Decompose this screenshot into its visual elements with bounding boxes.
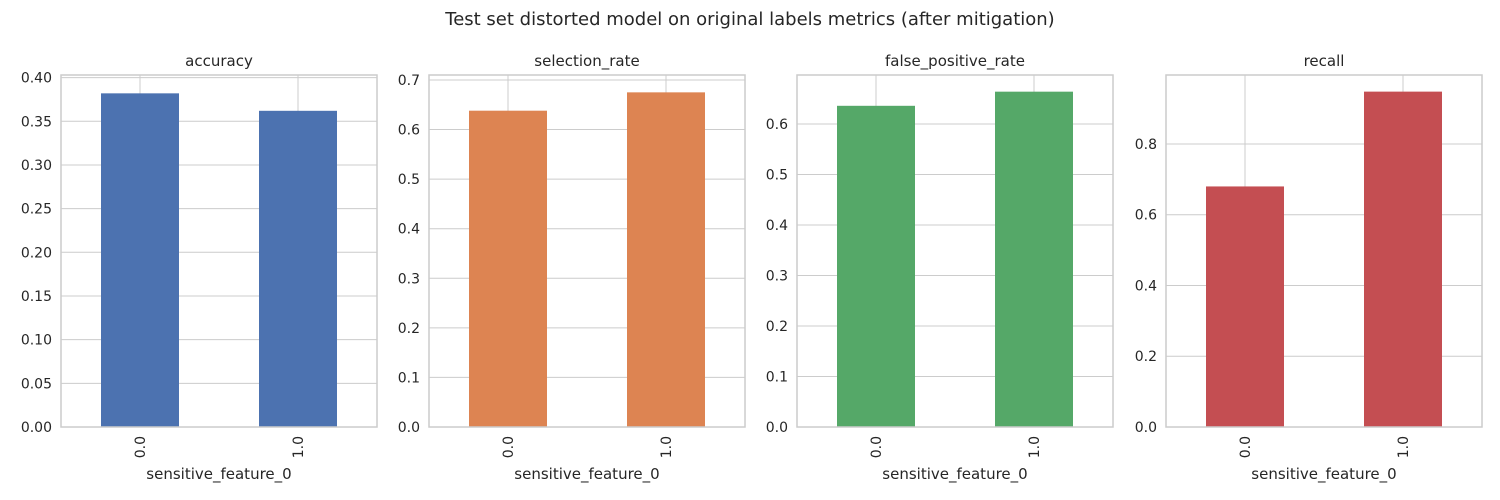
subplot-selection_rate: selection_rate 0.0 0.1 0.2 0.3 0.4 0.5 0.6 0.7 0.…	[398, 52, 746, 484]
bar-accuracy-1.0	[259, 110, 337, 428]
subplot-false_positive_rate: false_positive_rate 0.0 0.1 0.2 0.3 0.4 0.5 0.6…	[766, 52, 1114, 484]
y-tick-label: 0.3	[766, 268, 788, 284]
y-tick-label: 0.0	[1135, 420, 1157, 436]
bar-false_positive_rate-0.0	[837, 105, 915, 428]
bar-recall-1.0	[1364, 91, 1442, 427]
x-tick-label: 0.0	[1238, 436, 1254, 458]
y-tick-label: 0.05	[21, 376, 52, 392]
y-tick-label: 0.2	[766, 319, 788, 335]
x-axis-label: sensitive_feature_0	[514, 465, 659, 484]
y-tick-label: 0.4	[766, 218, 788, 234]
subplot-recall: recall 0.0 0.2 0.4 0.6 0.8 0.0 1.0sensitive_fea…	[1135, 52, 1483, 484]
y-tick-label: 0.5	[766, 167, 788, 183]
y-tick-label: 0.4	[1135, 278, 1157, 294]
subplots: accuracy 0.00 0.05 0.10 0.15 0.20 0.25 0.30 0.35…	[21, 52, 1483, 484]
figure-suptitle: Test set distorted model on original lab…	[444, 9, 1054, 30]
subplot-title: recall	[1304, 52, 1345, 70]
y-tick-label: 0.25	[21, 202, 52, 218]
y-tick-label: 0.40	[21, 71, 52, 87]
subplot-accuracy: accuracy 0.00 0.05 0.10 0.15 0.20 0.25 0.30 0.35…	[21, 52, 378, 484]
y-tick-label: 0.6	[766, 117, 788, 133]
y-tick-label: 0.4	[398, 222, 420, 238]
x-axis-label: sensitive_feature_0	[882, 465, 1027, 484]
y-tick-label: 0.6	[398, 123, 420, 139]
subplot-title: selection_rate	[534, 52, 639, 71]
y-tick-label: 0.6	[1135, 208, 1157, 224]
x-tick-label: 1.0	[659, 436, 675, 458]
x-tick-label: 0.0	[501, 436, 517, 458]
bar-selection_rate-0.0	[469, 110, 547, 428]
x-tick-label: 1.0	[1396, 436, 1412, 458]
y-tick-label: 0.5	[398, 172, 420, 188]
x-tick-label: 1.0	[1027, 436, 1043, 458]
x-tick-label: 0.0	[133, 436, 149, 458]
bar-selection_rate-1.0	[627, 92, 705, 427]
y-tick-label: 0.3	[398, 271, 420, 287]
axes-frame	[60, 74, 378, 428]
x-axis-label: sensitive_feature_0	[146, 465, 291, 484]
axes-frame	[1165, 74, 1483, 428]
bar-false_positive_rate-1.0	[995, 91, 1073, 427]
subplot-title: false_positive_rate	[885, 52, 1025, 71]
axes-frame	[796, 74, 1114, 428]
y-tick-label: 0.8	[1135, 137, 1157, 153]
y-tick-label: 0.2	[1135, 349, 1157, 365]
axes-frame	[428, 74, 746, 428]
x-tick-label: 1.0	[291, 436, 307, 458]
x-axis-label: sensitive_feature_0	[1251, 465, 1396, 484]
y-tick-label: 0.35	[21, 114, 52, 130]
subplot-title: accuracy	[185, 52, 253, 70]
y-tick-label: 0.0	[766, 420, 788, 436]
y-tick-label: 0.1	[398, 370, 420, 386]
y-tick-label: 0.2	[398, 321, 420, 337]
x-tick-label: 0.0	[869, 436, 885, 458]
bar-accuracy-0.0	[101, 93, 179, 427]
y-tick-label: 0.00	[21, 420, 52, 436]
y-tick-label: 0.15	[21, 289, 52, 305]
y-tick-label: 0.20	[21, 245, 52, 261]
y-tick-label: 0.7	[398, 73, 420, 89]
y-tick-label: 0.30	[21, 158, 52, 174]
bar-recall-0.0	[1206, 186, 1284, 427]
y-tick-label: 0.10	[21, 333, 52, 349]
y-tick-label: 0.1	[766, 369, 788, 385]
y-tick-label: 0.0	[398, 420, 420, 436]
